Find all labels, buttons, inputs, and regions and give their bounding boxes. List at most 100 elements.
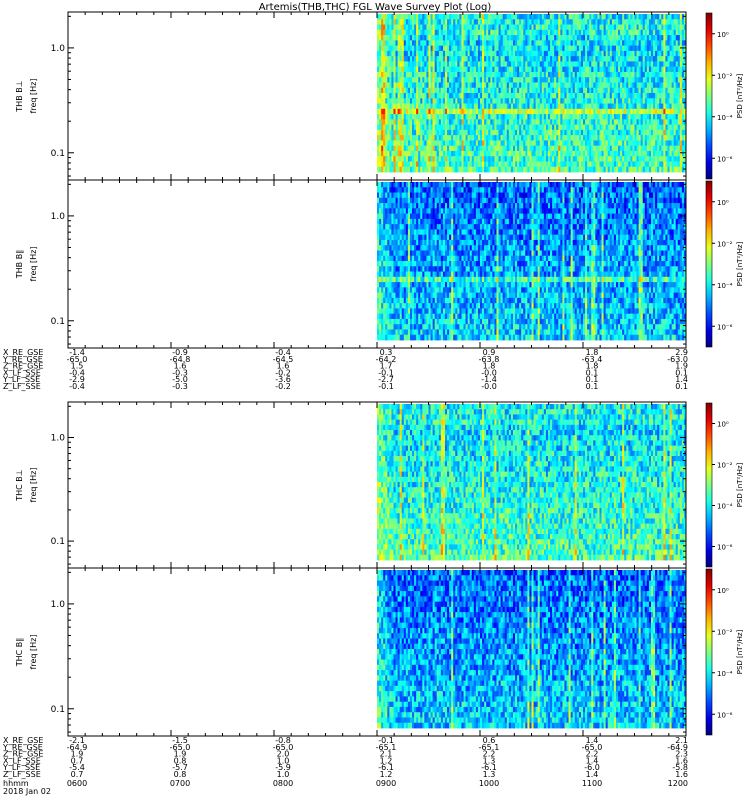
psd-cell [529, 114, 532, 120]
psd-cell [451, 129, 454, 136]
psd-cell [529, 150, 532, 157]
psd-cell [515, 45, 518, 52]
psd-cell [547, 135, 551, 141]
psd-cell [401, 250, 405, 257]
psd-cell [393, 124, 396, 131]
psd-cell [613, 71, 617, 78]
psd-cell [587, 156, 590, 162]
psd-cell [653, 50, 656, 57]
psd-cell [657, 61, 660, 68]
psd-cell [416, 50, 419, 57]
psd-cell [554, 145, 557, 152]
psd-cell [440, 24, 444, 31]
psd-cell [552, 166, 555, 173]
psd-cell [681, 114, 685, 120]
psd-cell [589, 82, 592, 89]
psd-cell [430, 14, 434, 20]
psd-cell [537, 119, 541, 125]
psd-cell [615, 61, 619, 68]
psd-cell [494, 61, 497, 68]
psd-cell [426, 71, 429, 78]
psd-cell [500, 82, 504, 89]
psd-cell [383, 19, 386, 25]
psd-cell [517, 156, 520, 162]
psd-cell [628, 161, 631, 168]
psd-cell [459, 14, 462, 20]
psd-cell [587, 14, 590, 20]
psd-cell [535, 135, 539, 141]
psd-cell [469, 66, 473, 73]
psd-cell [477, 98, 481, 104]
psd-cell [395, 224, 398, 230]
psd-cell [683, 124, 687, 131]
psd-cell [385, 218, 388, 225]
psd-cell [650, 119, 654, 125]
psd-cell [650, 56, 654, 62]
psd-cell [665, 87, 668, 94]
psd-cell [683, 108, 687, 115]
psd-cell [517, 103, 520, 110]
psd-cell [583, 35, 586, 41]
psd-cell [502, 61, 506, 68]
psd-cell [502, 50, 506, 57]
psd-cell [659, 77, 662, 83]
psd-cell [465, 150, 469, 157]
psd-cell [438, 156, 442, 162]
psd-cell [595, 93, 598, 99]
psd-cell [550, 129, 553, 136]
psd-cell [638, 108, 642, 115]
psd-cell [480, 93, 483, 99]
psd-cell [630, 150, 633, 157]
psd-cell [467, 71, 471, 78]
psd-cell [527, 98, 530, 104]
psd-cell [679, 124, 683, 131]
psd-cell [498, 24, 501, 31]
psd-cell [556, 24, 559, 31]
psd-cell [381, 234, 384, 241]
psd-cell [424, 50, 427, 57]
psd-cell [447, 56, 450, 62]
psd-cell [504, 61, 508, 68]
psd-cell [597, 98, 600, 104]
psd-cell [599, 103, 602, 110]
psd-cell [393, 145, 396, 152]
psd-cell [661, 93, 664, 99]
psd-cell [500, 87, 504, 94]
psd-cell [669, 135, 672, 141]
psd-cell [420, 98, 423, 104]
psd-cell [504, 129, 508, 136]
psd-cell [570, 129, 574, 136]
psd-cell [488, 98, 491, 104]
psd-cell [409, 145, 413, 152]
psd-cell [560, 19, 563, 25]
psd-cell [646, 150, 650, 157]
psd-cell [605, 56, 609, 62]
psd-cell [379, 61, 382, 68]
psd-cell [661, 29, 664, 36]
psd-cell [632, 14, 635, 20]
psd-cell [449, 66, 452, 73]
psd-cell [615, 135, 619, 141]
psd-cell [543, 50, 547, 57]
psd-cell [648, 87, 652, 94]
psd-cell [486, 150, 489, 157]
psd-cell [428, 166, 431, 173]
psd-cell [671, 14, 675, 20]
psd-cell [667, 77, 670, 83]
psd-cell [607, 108, 611, 115]
psd-cell [455, 150, 458, 157]
psd-cell [455, 161, 458, 168]
psd-cell [661, 98, 664, 104]
psd-cell [529, 129, 532, 136]
psd-cell [675, 161, 679, 168]
psd-cell [393, 234, 396, 241]
psd-cell [605, 156, 609, 162]
psd-cell [609, 35, 613, 41]
psd-cell [525, 61, 528, 68]
psd-cell [414, 166, 417, 173]
psd-cell [560, 45, 563, 52]
psd-cell [564, 35, 567, 41]
psd-cell [420, 150, 423, 157]
psd-cell [624, 66, 627, 73]
psd-cell [506, 66, 510, 73]
